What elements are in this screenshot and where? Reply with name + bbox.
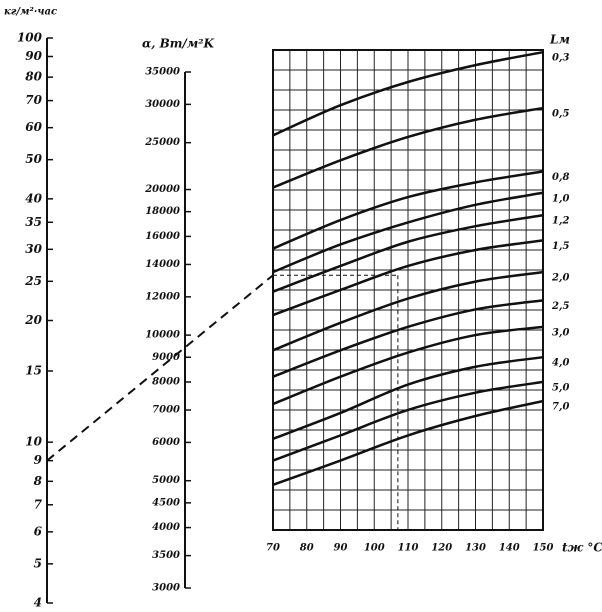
- x-tick-label: 120: [431, 543, 452, 554]
- tick-label: 18000: [145, 206, 180, 217]
- curve: [272, 239, 544, 317]
- x-tick-label: 90: [334, 543, 348, 554]
- legend-label: 1,5: [552, 241, 569, 252]
- tick-label: 8: [34, 474, 43, 488]
- tick-label: 8000: [152, 376, 180, 387]
- tick-label: 4000: [152, 522, 180, 533]
- legend-title: Lм: [549, 33, 570, 47]
- curve: [272, 380, 544, 462]
- tick-label: 4500: [152, 497, 180, 508]
- tick-label: 10: [25, 435, 42, 449]
- tick-label: 3500: [152, 550, 180, 561]
- x-tick-label: 110: [398, 543, 419, 554]
- plot-frame: [272, 49, 544, 531]
- tick-label: 20000: [144, 184, 180, 195]
- tick-label: 50: [25, 152, 42, 166]
- tick-label: 5000: [152, 475, 180, 486]
- x-tick-label: 140: [499, 543, 520, 554]
- legend-label: 1,2: [552, 216, 569, 227]
- curve: [272, 355, 544, 440]
- legend-label: 0,3: [552, 53, 569, 64]
- tick-label: 100: [17, 31, 43, 45]
- legend-label: 3,0: [552, 327, 569, 338]
- tick-label: 7: [34, 497, 43, 511]
- x-tick-label: 150: [533, 543, 554, 554]
- tick-label: 35000: [145, 67, 180, 78]
- legend-label: 4,0: [552, 358, 569, 369]
- curve: [272, 50, 544, 137]
- legend-label: 0,5: [552, 109, 569, 120]
- tick-label: 6: [34, 524, 43, 538]
- tick-label: 3000: [152, 583, 180, 594]
- curve: [272, 191, 544, 274]
- tick-label: 70: [25, 93, 42, 107]
- legend-label: 5,0: [552, 382, 569, 393]
- tick-label: 25: [24, 274, 42, 288]
- x-axis-label: tж °C: [562, 541, 602, 555]
- curve: [272, 106, 544, 189]
- legend-label: 1,0: [552, 193, 569, 204]
- curve: [272, 399, 544, 486]
- g-scale-title: кг/м²·час: [4, 7, 57, 18]
- curve: [272, 170, 544, 250]
- key-line: [46, 274, 274, 462]
- tick-label: 40: [25, 191, 42, 205]
- tick-label: 30000: [145, 99, 180, 110]
- tick-label: 15: [25, 363, 42, 377]
- tick-label: 80: [25, 70, 42, 84]
- tick-label: 9: [34, 453, 43, 467]
- tick-label: 10000: [145, 330, 180, 341]
- tick-label: 4: [34, 596, 42, 610]
- tick-label: 90: [25, 49, 42, 63]
- tick-label: 35: [25, 215, 42, 229]
- tick-label: 14000: [145, 259, 180, 270]
- tick-label: 25000: [144, 137, 180, 148]
- tick-label: 5: [34, 556, 42, 570]
- legend-label: 2,0: [551, 273, 569, 284]
- x-tick-label: 100: [364, 543, 385, 554]
- legend-label: 2,5: [551, 301, 569, 312]
- tick-label: 9000: [152, 352, 180, 363]
- curve: [272, 325, 544, 406]
- tick-label: 6000: [152, 437, 180, 448]
- tick-label: 60: [25, 120, 42, 134]
- legend-label: 0,8: [552, 172, 569, 183]
- x-tick-label: 130: [465, 543, 486, 554]
- curve: [272, 270, 544, 352]
- tick-label: 12000: [145, 291, 180, 302]
- tick-label: 30: [25, 242, 42, 256]
- curve: [272, 214, 544, 293]
- tick-label: 16000: [145, 231, 180, 242]
- legend-label: 7,0: [552, 402, 569, 413]
- x-tick-label: 80: [300, 543, 314, 554]
- curve: [272, 299, 544, 378]
- x-tick-label: 70: [266, 543, 280, 554]
- tick-label: 7000: [152, 405, 180, 416]
- alpha-scale-title: α, Вт/м²K: [142, 37, 214, 51]
- tick-label: 20: [24, 313, 42, 327]
